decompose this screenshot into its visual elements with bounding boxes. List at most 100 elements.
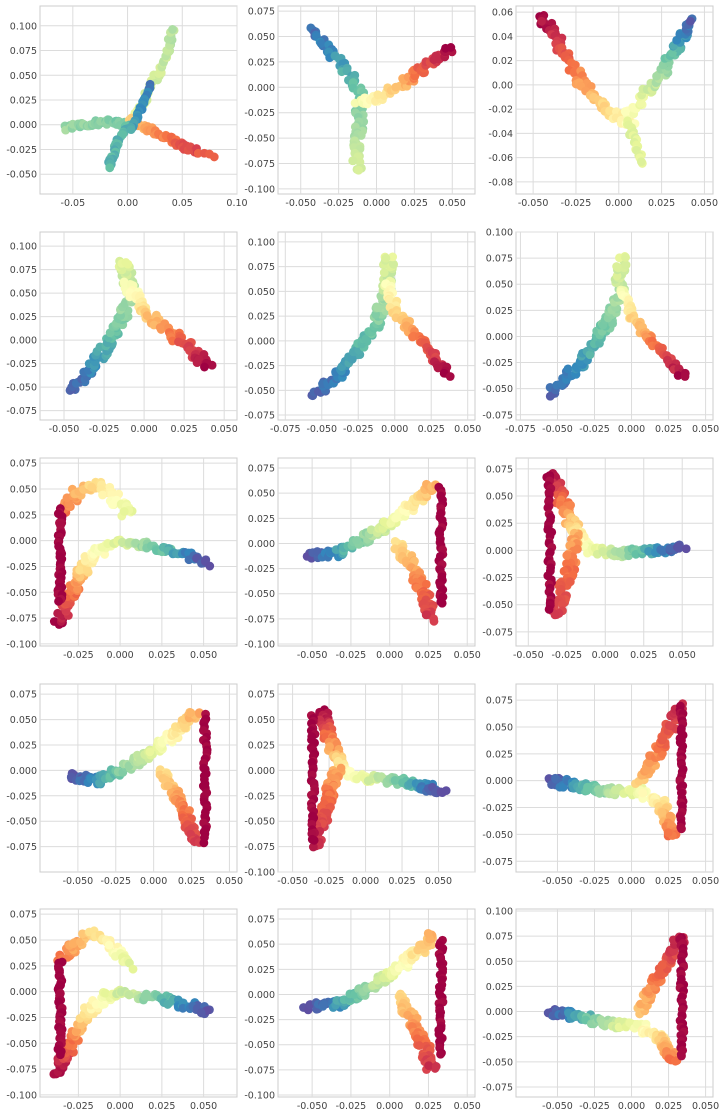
x-tick-label: 0.000 [376,1101,403,1112]
scatter-points [545,252,690,401]
y-tick-label: 0.025 [10,961,37,972]
y-tick-label: 0.025 [248,312,275,323]
scatter-point [638,788,648,798]
x-tick-label: 0.00 [117,198,138,209]
x-tick-label: -0.050 [518,198,549,209]
scatter-point [598,547,608,556]
y-tick-label: -0.100 [244,639,275,650]
x-tick-label: 0.000 [107,650,134,661]
scatter-point [636,157,646,167]
y-tick-label: 0.075 [248,464,275,475]
x-tick-label: 0.025 [148,650,175,661]
scatter-point [54,596,63,606]
y-tick-label: 0.025 [248,514,275,525]
y-tick-label: 0.000 [248,766,275,777]
scatter-point [200,362,209,372]
y-tick-label: -0.050 [244,134,275,145]
y-tick-label: 0.025 [10,96,37,107]
y-tick-label: -0.050 [482,600,513,611]
x-tick-label: 0.050 [454,424,481,435]
y-tick-label: 0.025 [486,519,513,530]
x-tick-label: 0.025 [401,198,428,209]
y-tick-label: 0.000 [10,987,37,998]
x-tick-label: -0.050 [513,650,544,661]
x-tick-label: 0.000 [618,424,645,435]
y-tick-label: -0.075 [6,1065,37,1076]
x-tick-label: -0.025 [63,1101,94,1112]
y-tick-label: 0.100 [10,21,37,32]
y-tick-label: -0.100 [244,1090,275,1101]
y-tick-label: 0.025 [10,510,37,521]
y-tick-label: 0.050 [486,957,513,968]
scatter-point [174,337,183,347]
x-tick-label: 0.050 [691,198,718,209]
scatter-point [446,43,456,52]
y-tick-label: -0.08 [488,177,513,188]
y-tick-label: -0.100 [244,868,275,879]
x-tick-label: -0.025 [579,876,610,887]
panel-4: -0.050 -0.025 0.000 0.025 0.050-0.075-0.050-… [6,231,238,435]
y-tick-label: 0.075 [486,254,513,265]
x-tick-label: 0.025 [171,424,198,435]
y-tick-label: 0.00 [492,80,513,91]
y-tick-label: -0.050 [482,830,513,841]
x-tick-label: 0.000 [605,198,632,209]
y-tick-label: -0.050 [6,588,37,599]
scatter-point [140,992,150,1001]
y-tick-label: 0.075 [10,459,37,470]
scatter-point [424,1061,434,1071]
y-tick-label: 0.050 [248,715,275,726]
scatter-point [354,165,363,175]
scatter-point [558,782,568,792]
y-tick-label: -0.075 [244,1065,275,1076]
x-tick-label: 0.025 [415,1101,442,1112]
scatter-point [674,543,684,553]
y-tick-label: -0.100 [6,1090,37,1101]
y-tick-label: 0.075 [486,932,513,943]
x-tick-label: 0.050 [692,1101,719,1112]
scatter-point [373,303,383,313]
scatter-point [636,98,645,108]
x-tick-label: 0.050 [211,424,238,435]
x-tick-label: -0.050 [49,424,80,435]
y-tick-label: 0.050 [486,722,513,733]
y-tick-label: -0.075 [482,410,513,421]
y-tick-label: 0.100 [486,228,513,239]
y-tick-label: -0.025 [482,573,513,584]
scatter-point [436,1049,445,1059]
y-tick-label: 0.025 [486,749,513,760]
y-tick-label: -0.025 [482,803,513,814]
x-tick-label: 0.050 [692,876,719,887]
x-tick-label: -0.025 [63,650,94,661]
x-tick-label: -0.025 [343,424,374,435]
scatter-point [583,782,592,792]
y-tick-label: -0.050 [244,1040,275,1051]
scatter-point [421,610,431,620]
y-tick-label: -0.025 [482,1032,513,1043]
scatter-point [621,252,630,262]
y-tick-label: 0.04 [492,32,513,43]
x-tick-label: -0.050 [297,1101,328,1112]
y-tick-label: -0.025 [6,791,37,802]
scatter-point [632,1019,642,1029]
scatter-point [100,988,110,998]
x-tick-label: 0.050 [454,650,481,661]
scatter-point [421,579,431,589]
scatter-point [121,258,131,267]
x-tick-label: 0.000 [592,650,619,661]
panel-15: -0.050 -0.025 0.000 0.025 0.050-0.075-0.050-… [482,907,719,1112]
y-tick-label: -0.075 [6,614,37,625]
y-tick-label: -0.06 [488,153,513,164]
y-tick-label: -0.050 [6,1039,37,1050]
scatter-point [657,807,667,817]
scatter-point [605,106,615,116]
scatter-point [145,747,155,757]
x-tick-label: -0.075 [270,424,301,435]
y-tick-label: 0.075 [10,690,37,701]
y-tick-label: 0.075 [248,915,275,926]
x-tick-label: 0.025 [655,424,682,435]
scatter-point [361,334,371,344]
scatter-point [655,967,665,977]
scatter-point [82,564,92,574]
scatter-point [205,561,215,571]
